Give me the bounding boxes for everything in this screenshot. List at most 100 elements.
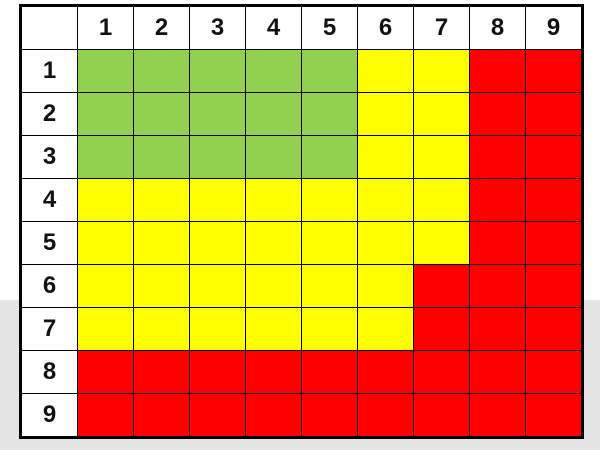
grid-row: 6	[20, 264, 583, 308]
grid-cell	[525, 49, 583, 93]
grid-cell	[301, 221, 358, 265]
grid-cell	[245, 178, 302, 222]
grid-cell	[133, 393, 190, 438]
grid-cell	[469, 264, 526, 308]
column-header: 6	[357, 5, 414, 50]
grid-cell	[189, 393, 246, 438]
grid-row: 7	[20, 307, 583, 351]
grid-cell	[525, 393, 583, 438]
row-header: 1	[20, 49, 78, 93]
grid-cell	[245, 264, 302, 308]
column-header: 5	[301, 5, 358, 50]
grid-cell	[413, 178, 470, 222]
grid-row: 8	[20, 350, 583, 394]
grid-cell	[301, 264, 358, 308]
column-header: 3	[189, 5, 246, 50]
grid-cell	[245, 350, 302, 394]
grid-cell	[525, 92, 583, 136]
grid-cell	[77, 264, 134, 308]
grid-cell	[357, 307, 414, 351]
grid-cell	[413, 221, 470, 265]
grid-cell	[525, 178, 583, 222]
grid-cell	[469, 221, 526, 265]
grid-cell	[469, 49, 526, 93]
column-header: 1	[77, 5, 134, 50]
grid-cell	[245, 307, 302, 351]
row-header: 9	[20, 393, 78, 438]
grid-cell	[525, 264, 583, 308]
grid-cell	[413, 49, 470, 93]
grid-cell	[301, 49, 358, 93]
column-header: 4	[245, 5, 302, 50]
grid-row: 3	[20, 135, 583, 179]
grid-cell	[301, 92, 358, 136]
grid-cell	[301, 307, 358, 351]
row-header: 7	[20, 307, 78, 351]
grid-cell	[189, 264, 246, 308]
grid-cell	[133, 135, 190, 179]
grid-cell	[245, 49, 302, 93]
grid-cell	[357, 221, 414, 265]
grid-cell	[77, 350, 134, 394]
grid-cell	[133, 178, 190, 222]
grid-cell	[413, 307, 470, 351]
grid-cell	[189, 92, 246, 136]
grid-cell	[189, 307, 246, 351]
grid-cell	[357, 393, 414, 438]
grid-cell	[189, 135, 246, 179]
grid-cell	[525, 135, 583, 179]
grid-cell	[469, 178, 526, 222]
grid-cell	[413, 92, 470, 136]
grid-cell	[133, 307, 190, 351]
row-header: 5	[20, 221, 78, 265]
grid-cell	[469, 135, 526, 179]
grid-cell	[245, 135, 302, 179]
grid-cell	[189, 350, 246, 394]
grid-cell	[413, 393, 470, 438]
row-header: 6	[20, 264, 78, 308]
column-header: 7	[413, 5, 470, 50]
grid-cell	[357, 350, 414, 394]
grid-cell	[133, 49, 190, 93]
grid-cell	[469, 350, 526, 394]
grid-cell	[413, 264, 470, 308]
grid-cell	[133, 264, 190, 308]
grid-cell	[357, 178, 414, 222]
grid-row: 2	[20, 92, 583, 136]
grid-cell	[413, 350, 470, 394]
grid-row: 4	[20, 178, 583, 222]
row-header: 4	[20, 178, 78, 222]
grid-cell	[357, 264, 414, 308]
grid-cell	[77, 49, 134, 93]
grid-cell	[525, 307, 583, 351]
corner-cell	[20, 5, 78, 50]
row-header: 2	[20, 92, 78, 136]
grid-cell	[77, 221, 134, 265]
grid-row: 5	[20, 221, 583, 265]
grid-cell	[413, 135, 470, 179]
grid-cell	[77, 135, 134, 179]
grid-cell	[469, 393, 526, 438]
grid-cell	[77, 393, 134, 438]
grid-cell	[77, 178, 134, 222]
grid-cell	[357, 49, 414, 93]
column-header: 2	[133, 5, 190, 50]
grid-cell	[77, 307, 134, 351]
grid-cell	[357, 135, 414, 179]
grid-cell	[245, 92, 302, 136]
grid-cell	[189, 49, 246, 93]
grid-cell	[469, 307, 526, 351]
grid-cell	[357, 92, 414, 136]
grid-cell	[245, 393, 302, 438]
grid-cell	[301, 178, 358, 222]
grid-row: 1	[20, 49, 583, 93]
column-header: 9	[525, 5, 583, 50]
grid-cell	[525, 221, 583, 265]
grid-cell	[133, 350, 190, 394]
row-header: 8	[20, 350, 78, 394]
grid-cell	[133, 92, 190, 136]
grid-cell	[189, 221, 246, 265]
column-header: 8	[469, 5, 526, 50]
